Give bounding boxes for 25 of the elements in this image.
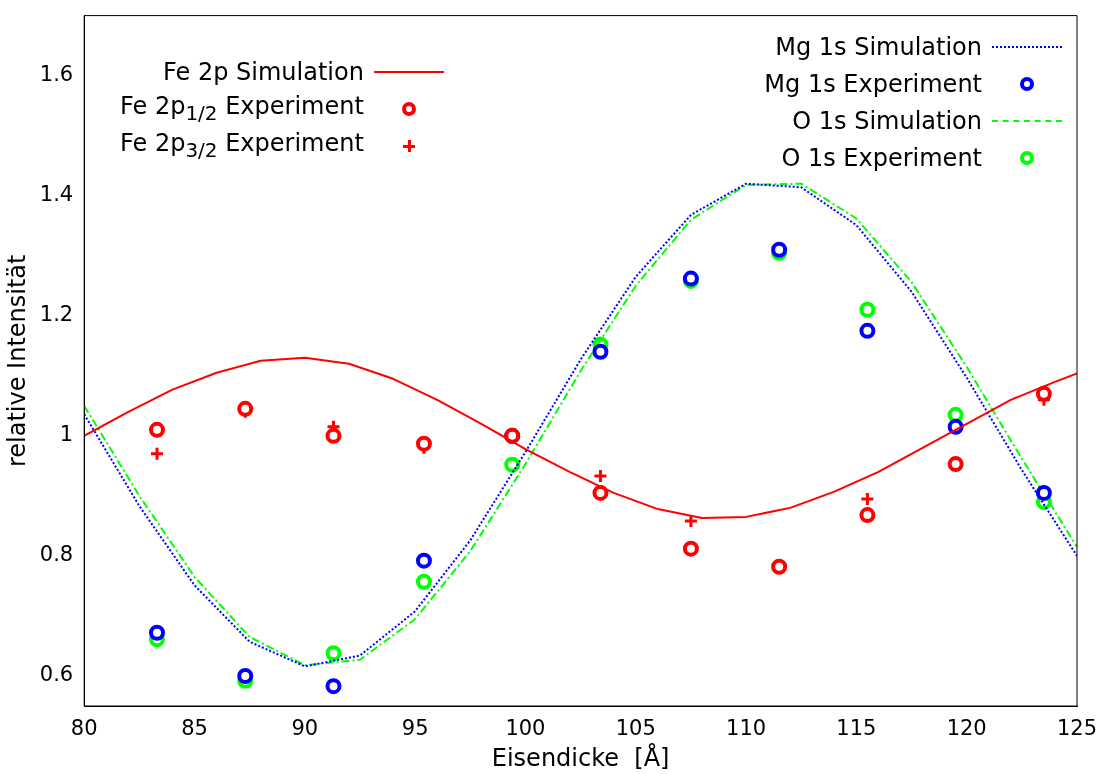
y-tick-label: 1.4	[39, 182, 74, 207]
x-tick-label: 85	[181, 716, 208, 741]
x-tick-label: 100	[505, 716, 546, 741]
legend-label: O 1s Simulation	[792, 106, 982, 135]
x-tick-label: 125	[1056, 716, 1098, 741]
legend-label: Fe 2p$_{1/2}$ Experiment	[120, 92, 364, 125]
y-tick-label: 1	[59, 422, 74, 447]
legend-label: O 1s Experiment	[781, 143, 982, 172]
legend-label: Fe 2p Simulation	[163, 57, 364, 86]
legend-label: Mg 1s Simulation	[775, 32, 982, 61]
x-tick-label: 80	[70, 716, 98, 741]
x-tick-label: 110	[726, 716, 767, 741]
legend-label: Fe 2p$_{3/2}$ Experiment	[120, 129, 364, 162]
y-axis-title: relative Intensität	[2, 254, 31, 468]
y-tick-label: 0.8	[39, 542, 74, 567]
legend-label: Mg 1s Experiment	[764, 69, 982, 98]
x-tick-label: 90	[291, 716, 319, 741]
x-tick-label: 95	[401, 716, 429, 741]
x-axis-title: Eisendicke [Å]	[491, 742, 670, 772]
x-tick-label: 120	[946, 716, 987, 741]
y-tick-label: 0.6	[39, 662, 74, 687]
x-tick-label: 115	[836, 716, 877, 741]
y-tick-label: 1.6	[39, 62, 74, 87]
x-tick-label: 105	[615, 716, 656, 741]
y-tick-label: 1.2	[39, 302, 74, 327]
